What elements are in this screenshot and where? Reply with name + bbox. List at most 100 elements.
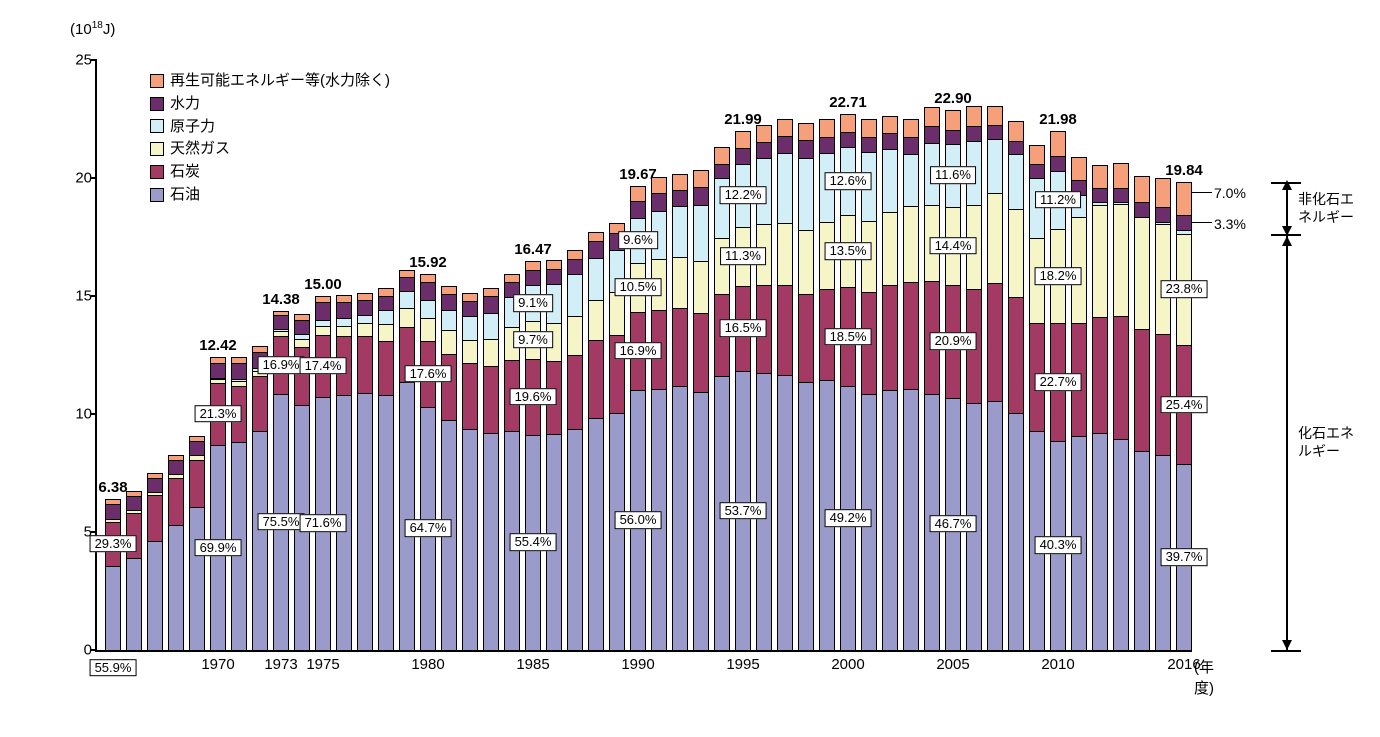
bar-seg-hydro bbox=[735, 148, 751, 164]
bar-seg-hydro bbox=[630, 201, 646, 218]
bar-seg-nuclear bbox=[798, 158, 814, 230]
pct-label: 9.1% bbox=[513, 294, 553, 312]
bar-year-2007 bbox=[987, 106, 1003, 650]
y-unit-exp: 18 bbox=[92, 20, 103, 31]
pct-label: 55.9% bbox=[90, 659, 137, 677]
bar-seg-oil bbox=[168, 525, 184, 650]
bar-year-1983 bbox=[483, 288, 499, 650]
bar-seg-coal bbox=[693, 313, 709, 392]
bar-seg-nuclear bbox=[672, 206, 688, 257]
bar-seg-oil bbox=[903, 389, 919, 650]
bar-seg-hydro bbox=[693, 187, 709, 205]
bar-seg-renewable bbox=[693, 170, 709, 187]
bar-seg-nuclear bbox=[441, 310, 457, 330]
pct-label: 9.7% bbox=[513, 331, 553, 349]
bar-seg-renewable bbox=[714, 147, 730, 164]
bar-seg-oil bbox=[567, 429, 583, 650]
x-tick-label: 1975 bbox=[306, 656, 339, 673]
bar-seg-coal bbox=[441, 354, 457, 420]
bar-seg-hydro bbox=[147, 478, 163, 492]
pct-label: 12.2% bbox=[720, 187, 767, 205]
bar-seg-hydro bbox=[756, 142, 772, 158]
bar-seg-hydro bbox=[777, 136, 793, 153]
bar-year-2006 bbox=[966, 106, 982, 650]
y-tick-label: 0 bbox=[57, 642, 92, 659]
pct-label: 23.8% bbox=[1161, 281, 1208, 299]
legend-label: 石油 bbox=[170, 184, 200, 206]
bar-seg-nuclear bbox=[588, 258, 604, 299]
bar-seg-oil bbox=[105, 566, 121, 650]
bar-year-1966 bbox=[126, 491, 142, 650]
bar-seg-hydro bbox=[483, 296, 499, 313]
bar-year-1968 bbox=[168, 455, 184, 650]
bar-seg-hydro bbox=[189, 441, 205, 455]
bar-seg-coal bbox=[1113, 316, 1129, 439]
legend-item-hydro: 水力 bbox=[150, 93, 390, 115]
bar-seg-renewable bbox=[588, 232, 604, 241]
bar-seg-gas bbox=[399, 308, 415, 327]
bar-seg-coal bbox=[168, 478, 184, 525]
legend-label: 再生可能エネルギー等(水力除く) bbox=[170, 70, 390, 92]
bar-year-1967 bbox=[147, 473, 163, 650]
x-tick-label: 1990 bbox=[621, 656, 654, 673]
bar-seg-gas bbox=[294, 339, 310, 347]
bar-seg-gas bbox=[693, 261, 709, 313]
bar-seg-hydro bbox=[462, 301, 478, 316]
pct-label: 39.7% bbox=[1161, 548, 1208, 566]
pct-label: 71.6% bbox=[300, 514, 347, 532]
bar-year-1970 bbox=[210, 357, 226, 650]
legend-label: 天然ガス bbox=[170, 138, 230, 160]
bar-seg-nuclear bbox=[420, 300, 436, 319]
bar-seg-renewable bbox=[987, 106, 1003, 125]
bar-year-1976 bbox=[336, 295, 352, 650]
x-tick-label: 1980 bbox=[411, 656, 444, 673]
pct-label: 14.4% bbox=[930, 237, 977, 255]
bar-seg-oil bbox=[357, 393, 373, 650]
total-label: 15.92 bbox=[409, 254, 447, 271]
bar-seg-nuclear bbox=[336, 318, 352, 325]
bar-year-1998 bbox=[798, 123, 814, 650]
bar-seg-hydro bbox=[525, 270, 541, 286]
pct-label: 18.5% bbox=[825, 328, 872, 346]
legend-swatch bbox=[150, 142, 164, 156]
legend-swatch bbox=[150, 188, 164, 202]
pct-label: 20.9% bbox=[930, 332, 977, 350]
bar-seg-coal bbox=[588, 340, 604, 418]
bar-seg-coal bbox=[378, 341, 394, 395]
bar-seg-hydro bbox=[315, 302, 331, 320]
bar-seg-nuclear bbox=[1008, 154, 1024, 208]
bar-seg-hydro bbox=[336, 302, 352, 319]
bar-seg-renewable bbox=[504, 274, 520, 282]
bar-seg-coal bbox=[252, 376, 268, 430]
y-tick-label: 5 bbox=[57, 524, 92, 541]
bar-year-1995 bbox=[735, 131, 751, 650]
bar-seg-hydro bbox=[546, 269, 562, 285]
bar-seg-coal bbox=[147, 495, 163, 541]
bar-seg-gas bbox=[609, 292, 625, 334]
bar-seg-oil bbox=[693, 392, 709, 650]
bar-seg-oil bbox=[672, 386, 688, 650]
bar-seg-coal bbox=[189, 460, 205, 507]
pct-label: 40.3% bbox=[1035, 537, 1082, 555]
bar-seg-gas bbox=[882, 212, 898, 285]
bar-seg-hydro bbox=[966, 126, 982, 142]
pct-label: 13.5% bbox=[825, 242, 872, 260]
bar-seg-renewable bbox=[1134, 176, 1150, 203]
x-tick-label: 1973 bbox=[264, 656, 297, 673]
bar-seg-hydro bbox=[567, 259, 583, 274]
bar-seg-hydro bbox=[399, 277, 415, 292]
pct-label: 69.9% bbox=[195, 539, 242, 557]
legend-swatch bbox=[150, 119, 164, 133]
bar-year-1987 bbox=[567, 250, 583, 650]
bar-seg-nuclear bbox=[567, 274, 583, 316]
bar-seg-hydro bbox=[924, 126, 940, 143]
bar-seg-coal bbox=[1155, 334, 1171, 456]
pct-label: 53.7% bbox=[720, 502, 767, 520]
bar-seg-renewable bbox=[462, 293, 478, 301]
bar-seg-hydro bbox=[231, 363, 247, 378]
bar-seg-renewable bbox=[1050, 131, 1066, 156]
legend-label: 原子力 bbox=[170, 116, 215, 138]
y-tick-label: 15 bbox=[57, 288, 92, 305]
bar-seg-hydro bbox=[357, 300, 373, 315]
total-label: 15.00 bbox=[304, 276, 342, 293]
